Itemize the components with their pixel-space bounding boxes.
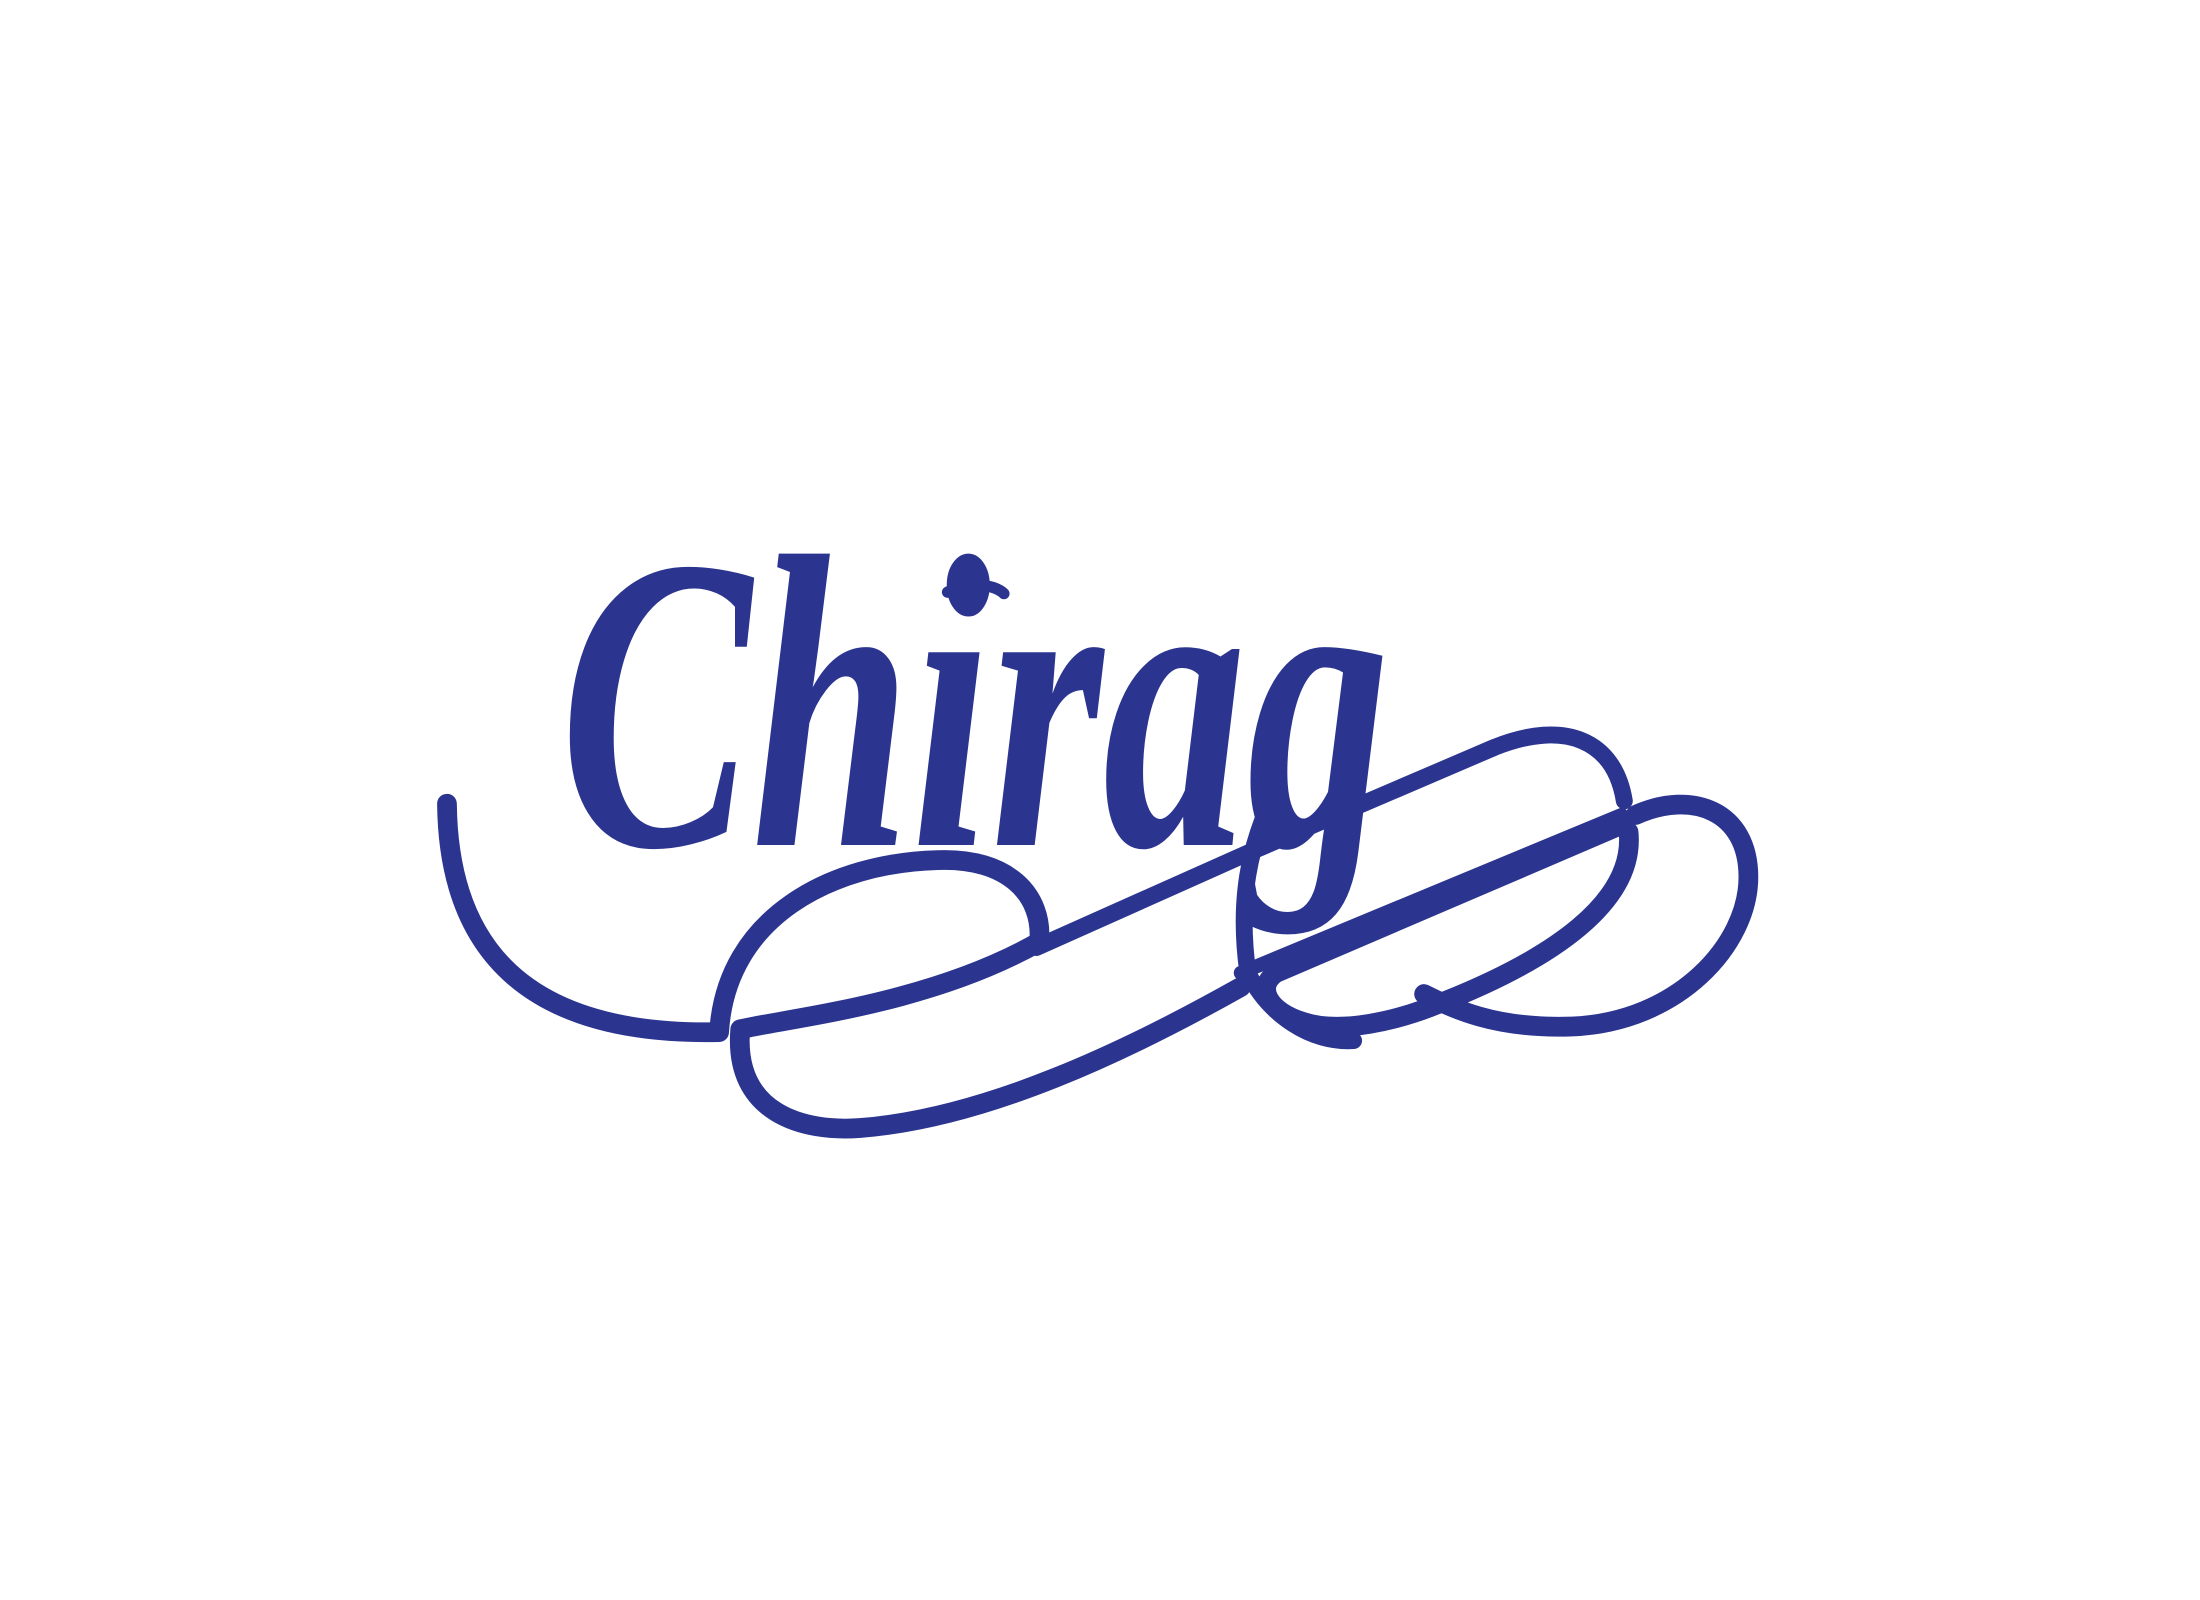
swash-rise-lower (1233, 807, 1629, 980)
i-accent (941, 579, 1010, 600)
swash-rise (1027, 726, 1633, 956)
swash-right-loop (1414, 794, 1759, 1037)
g-descender (1235, 781, 1363, 1050)
logo-text: Chirag (560, 471, 1390, 937)
logo-art (437, 579, 1759, 1139)
